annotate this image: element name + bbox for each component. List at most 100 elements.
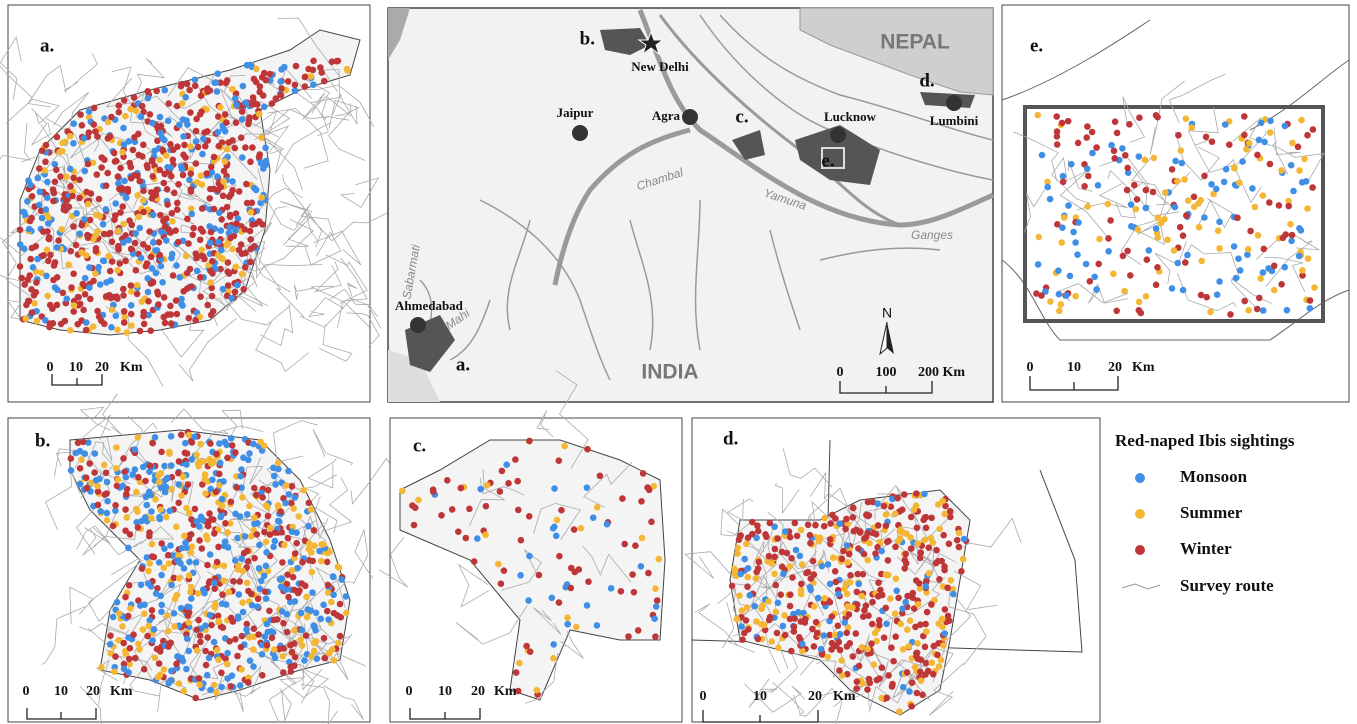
sighting-dot bbox=[781, 612, 788, 619]
sighting-dot bbox=[113, 313, 120, 320]
sighting-dot bbox=[471, 558, 478, 565]
sighting-dot bbox=[224, 146, 231, 153]
sighting-dot bbox=[897, 528, 904, 535]
sighting-dot bbox=[513, 669, 520, 676]
sighting-dot bbox=[309, 558, 316, 565]
sighting-dot bbox=[240, 454, 247, 461]
panel-label: b. bbox=[35, 430, 50, 451]
sighting-dot bbox=[899, 605, 906, 612]
sighting-dot bbox=[23, 302, 30, 309]
sighting-dot bbox=[1183, 115, 1190, 122]
sighting-dot bbox=[180, 172, 187, 179]
sighting-dot bbox=[256, 218, 263, 225]
sighting-dot bbox=[92, 128, 99, 135]
sighting-dot bbox=[142, 478, 149, 485]
sighting-dot bbox=[954, 537, 961, 544]
legend: Red-naped Ibis sightings Monsoon Summer … bbox=[1115, 431, 1295, 595]
sighting-dot bbox=[21, 281, 28, 288]
sighting-dot bbox=[330, 592, 337, 599]
sighting-dot bbox=[737, 571, 744, 578]
sighting-dot bbox=[264, 504, 271, 511]
sighting-dot bbox=[928, 515, 935, 522]
sighting-dot bbox=[83, 189, 90, 196]
sighting-dot bbox=[139, 565, 146, 572]
sighting-dot bbox=[164, 186, 171, 193]
sighting-dot bbox=[821, 523, 828, 530]
sighting-dot bbox=[244, 548, 251, 555]
sighting-dot bbox=[909, 594, 916, 601]
sighting-dot bbox=[836, 520, 843, 527]
sighting-dot bbox=[338, 576, 345, 583]
sighting-dot bbox=[215, 657, 222, 664]
sighting-dot bbox=[646, 487, 653, 494]
sighting-dot bbox=[145, 95, 152, 102]
sighting-dot bbox=[208, 164, 215, 171]
sighting-dot bbox=[876, 675, 883, 682]
sighting-dot bbox=[1296, 253, 1303, 260]
sighting-dot bbox=[112, 502, 119, 509]
scale-label: Km bbox=[833, 689, 856, 704]
sighting-dot bbox=[883, 511, 890, 518]
sighting-dot bbox=[269, 635, 276, 642]
sighting-dot bbox=[98, 664, 105, 671]
sighting-dot bbox=[255, 631, 262, 638]
sighting-dot bbox=[54, 134, 61, 141]
sighting-dot bbox=[1267, 161, 1274, 168]
sighting-dot bbox=[1083, 261, 1090, 268]
sighting-dot bbox=[739, 607, 746, 614]
sighting-dot bbox=[175, 239, 182, 246]
sighting-dot bbox=[105, 135, 112, 142]
sighting-dot bbox=[141, 321, 148, 328]
sighting-dot bbox=[1265, 265, 1272, 272]
sighting-dot bbox=[1307, 297, 1314, 304]
sighting-dot bbox=[153, 187, 160, 194]
sighting-dot bbox=[204, 634, 211, 641]
sighting-dot bbox=[167, 165, 174, 172]
sighting-dot bbox=[256, 542, 263, 549]
sighting-dot bbox=[926, 544, 933, 551]
sighting-dot bbox=[821, 595, 828, 602]
sighting-dot bbox=[830, 554, 837, 561]
sighting-dot bbox=[412, 504, 419, 511]
sighting-dot bbox=[861, 607, 868, 614]
legend-marker bbox=[1135, 509, 1145, 519]
sighting-dot bbox=[201, 590, 208, 597]
sighting-dot bbox=[178, 432, 185, 439]
sighting-dot bbox=[1035, 261, 1042, 268]
sighting-dot bbox=[73, 210, 80, 217]
sighting-dot bbox=[29, 309, 36, 316]
scale-label: Km bbox=[120, 360, 143, 375]
sighting-dot bbox=[278, 85, 285, 92]
sighting-dot bbox=[228, 435, 235, 442]
sighting-dot bbox=[18, 275, 25, 282]
sighting-dot bbox=[904, 669, 911, 676]
sighting-dot bbox=[158, 572, 165, 579]
sighting-dot bbox=[321, 78, 328, 85]
sighting-dot bbox=[46, 234, 53, 241]
sighting-dot bbox=[310, 67, 317, 74]
sighting-dot bbox=[1067, 273, 1074, 280]
sighting-dot bbox=[220, 286, 227, 293]
sighting-dot bbox=[556, 599, 563, 606]
sighting-dot bbox=[63, 174, 70, 181]
sighting-dot bbox=[875, 579, 882, 586]
sighting-dot bbox=[254, 101, 261, 108]
sighting-dot bbox=[195, 463, 202, 470]
sighting-dot bbox=[138, 255, 145, 262]
sighting-dot bbox=[787, 591, 794, 598]
sighting-dot bbox=[197, 639, 204, 646]
sighting-dot bbox=[280, 620, 287, 627]
sighting-dot bbox=[166, 450, 173, 457]
sighting-dot bbox=[192, 83, 199, 90]
sighting-dot bbox=[180, 152, 187, 159]
sighting-dot bbox=[253, 187, 260, 194]
sighting-dot bbox=[1150, 189, 1157, 196]
sighting-dot bbox=[184, 121, 191, 128]
sighting-dot bbox=[114, 483, 121, 490]
sighting-dot bbox=[192, 695, 199, 702]
sighting-dot bbox=[272, 538, 279, 545]
sighting-dot bbox=[850, 505, 857, 512]
sighting-dot bbox=[197, 274, 204, 281]
sighting-dot bbox=[238, 134, 245, 141]
sighting-dot bbox=[222, 111, 229, 118]
